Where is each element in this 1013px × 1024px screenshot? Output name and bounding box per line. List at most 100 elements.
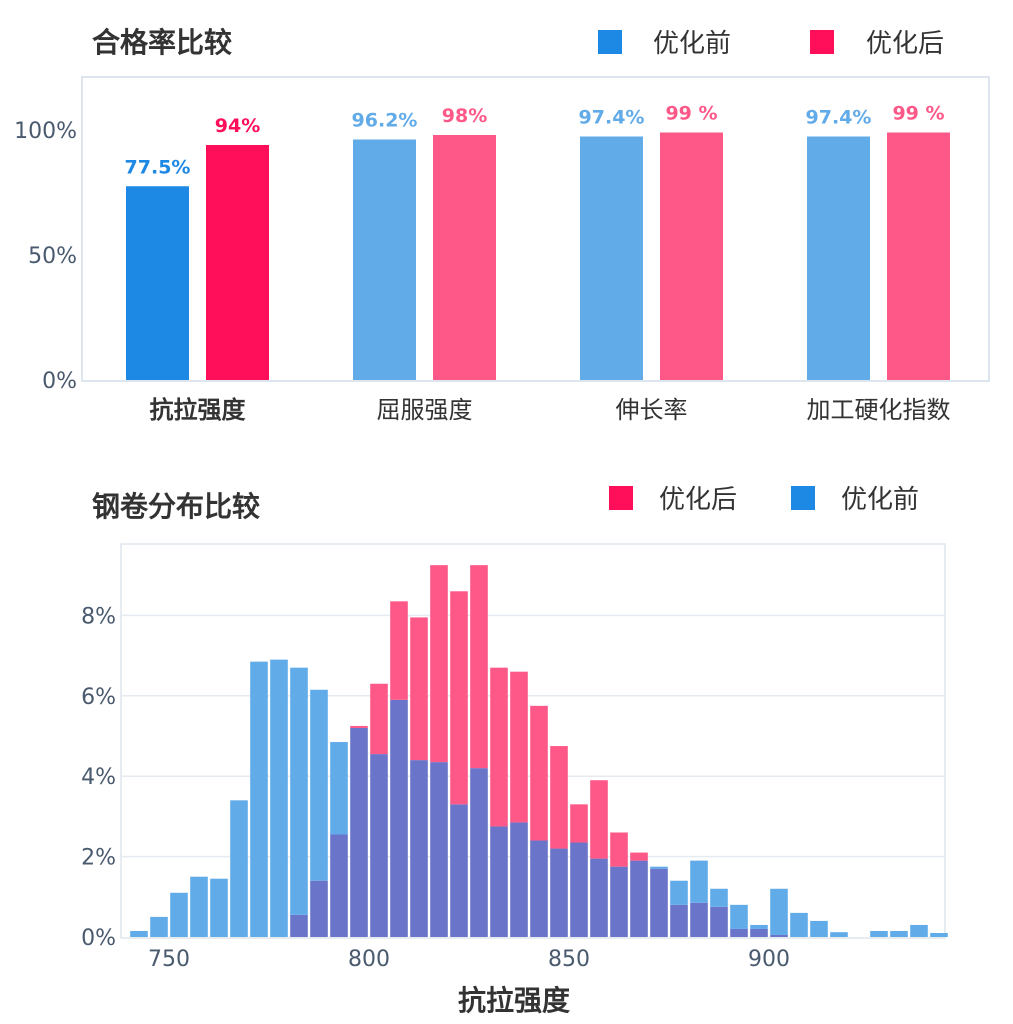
hist-overlap-bar-18[interactable] (490, 826, 508, 937)
hist-after-bar-16[interactable] (450, 591, 468, 805)
chart2-legend[interactable]: 优化后 优化前 (609, 485, 919, 515)
hist-after-bar-20[interactable] (530, 705, 548, 841)
data-label-before-3: 97.4% (806, 107, 872, 129)
legend2-before-swatch (791, 486, 815, 510)
hist-after-bar-13[interactable] (390, 601, 408, 700)
hist-after-bar-24[interactable] (610, 832, 628, 867)
category-label-3[interactable]: 加工硬化指数 (807, 396, 951, 424)
hist-before-bar-7[interactable] (270, 659, 288, 937)
category-label-1[interactable]: 屈服强度 (377, 396, 473, 424)
hist-overlap-bar-32[interactable] (770, 934, 788, 937)
hist-before-bar-1[interactable] (150, 916, 168, 937)
hist-overlap-bar-22[interactable] (570, 842, 588, 937)
data-label-after-3: 99 % (892, 103, 944, 125)
chart2-plot-frame (120, 543, 946, 939)
hist-before-bar-6[interactable] (250, 661, 268, 937)
hist-overlap-bar-23[interactable] (590, 858, 608, 937)
hist-overlap-bar-27[interactable] (670, 904, 688, 937)
hist-before-bar-38[interactable] (890, 930, 908, 937)
category-label-0[interactable]: 抗拉强度 (150, 396, 247, 424)
hist-before-bar-5[interactable] (230, 800, 248, 937)
hist-overlap-bar-29[interactable] (710, 906, 728, 937)
hist-before-bar-29[interactable] (710, 888, 728, 907)
hist-after-bar-21[interactable] (550, 746, 568, 849)
legend1-before-label: 优化前 (653, 29, 731, 59)
hist-after-bar-12[interactable] (370, 683, 388, 755)
hist-before-bar-33[interactable] (790, 912, 808, 937)
hist-overlap-bar-11[interactable] (350, 727, 368, 937)
hist-overlap-bar-10[interactable] (330, 834, 348, 937)
hist-overlap-bar-21[interactable] (550, 848, 568, 937)
hist-before-bar-30[interactable] (730, 904, 748, 929)
chart2-x-tick-label: 900 (748, 947, 790, 972)
hist-overlap-bar-13[interactable] (390, 699, 408, 937)
hist-overlap-bar-31[interactable] (750, 928, 768, 937)
hist-overlap-bar-20[interactable] (530, 840, 548, 937)
hist-overlap-bar-28[interactable] (690, 902, 708, 937)
chart1-title: 合格率比较 (92, 26, 232, 59)
data-label-before-0: 77.5% (125, 156, 191, 178)
hist-before-bar-34[interactable] (810, 920, 828, 937)
hist-overlap-bar-19[interactable] (510, 822, 528, 937)
hist-after-bar-15[interactable] (430, 565, 448, 763)
hist-before-bar-39[interactable] (910, 924, 928, 937)
hist-after-bar-14[interactable] (410, 617, 428, 761)
hist-before-bar-3[interactable] (190, 876, 208, 937)
hist-before-bar-37[interactable] (870, 930, 888, 937)
hist-before-bar-28[interactable] (690, 860, 708, 903)
hist-overlap-bar-14[interactable] (410, 760, 428, 937)
chart2-y-tick-label: 4% (81, 765, 116, 790)
hist-before-bar-26[interactable] (650, 866, 668, 869)
hist-before-bar-2[interactable] (170, 892, 188, 937)
hist-before-bar-31[interactable] (750, 924, 768, 929)
chart2-x-tick-label: 850 (548, 947, 590, 972)
bar-before-0[interactable] (126, 186, 189, 380)
legend1-before-swatch (598, 30, 622, 54)
hist-overlap-bar-16[interactable] (450, 804, 468, 937)
hist-before-bar-27[interactable] (670, 880, 688, 905)
hist-overlap-bar-24[interactable] (610, 866, 628, 937)
hist-after-bar-22[interactable] (570, 804, 588, 843)
hist-overlap-bar-9[interactable] (310, 880, 328, 937)
hist-before-bar-0[interactable] (130, 930, 148, 937)
chart2-x-tick-label: 750 (148, 947, 190, 972)
hist-overlap-bar-17[interactable] (470, 768, 488, 937)
bar-after-3[interactable] (887, 132, 950, 381)
hist-before-bar-9[interactable] (310, 689, 328, 881)
hist-after-bar-18[interactable] (490, 667, 508, 827)
chart1-y-tick-label: 100% (14, 119, 77, 144)
hist-overlap-bar-26[interactable] (650, 868, 668, 937)
legend1-after-label: 优化后 (866, 29, 944, 59)
hist-before-bar-35[interactable] (830, 932, 848, 937)
hist-overlap-bar-30[interactable] (730, 928, 748, 937)
hist-after-bar-23[interactable] (590, 780, 608, 859)
hist-before-bar-4[interactable] (210, 878, 228, 937)
bar-before-3[interactable] (807, 136, 870, 381)
chart2-y-tick-label: 2% (81, 846, 116, 871)
hist-overlap-bar-12[interactable] (370, 754, 388, 937)
data-label-after-2: 99 % (665, 103, 717, 125)
bar-before-1[interactable] (353, 139, 416, 381)
category-label-2[interactable]: 伸长率 (616, 396, 688, 424)
hist-after-bar-17[interactable] (470, 565, 488, 769)
chart2-x-tick-label: 800 (348, 947, 390, 972)
data-label-after-1: 98% (442, 105, 487, 127)
hist-overlap-bar-8[interactable] (290, 914, 308, 937)
legend2-after-swatch (609, 486, 633, 510)
hist-after-bar-11[interactable] (350, 725, 368, 728)
bar-before-2[interactable] (580, 136, 643, 381)
hist-after-bar-25[interactable] (630, 852, 648, 861)
chart2-bars (130, 565, 948, 937)
bar-after-2[interactable] (660, 132, 723, 381)
hist-overlap-bar-15[interactable] (430, 762, 448, 937)
hist-after-bar-19[interactable] (510, 671, 528, 823)
hist-before-bar-32[interactable] (770, 888, 788, 935)
hist-before-bar-10[interactable] (330, 742, 348, 835)
chart1-legend[interactable]: 优化前 优化后 (598, 29, 944, 59)
hist-before-bar-40[interactable] (930, 932, 948, 937)
hist-overlap-bar-25[interactable] (630, 860, 648, 937)
hist-before-bar-8[interactable] (290, 667, 308, 915)
bar-after-0[interactable] (206, 145, 269, 380)
chart1-plot-frame (81, 76, 990, 382)
bar-after-1[interactable] (433, 135, 496, 380)
